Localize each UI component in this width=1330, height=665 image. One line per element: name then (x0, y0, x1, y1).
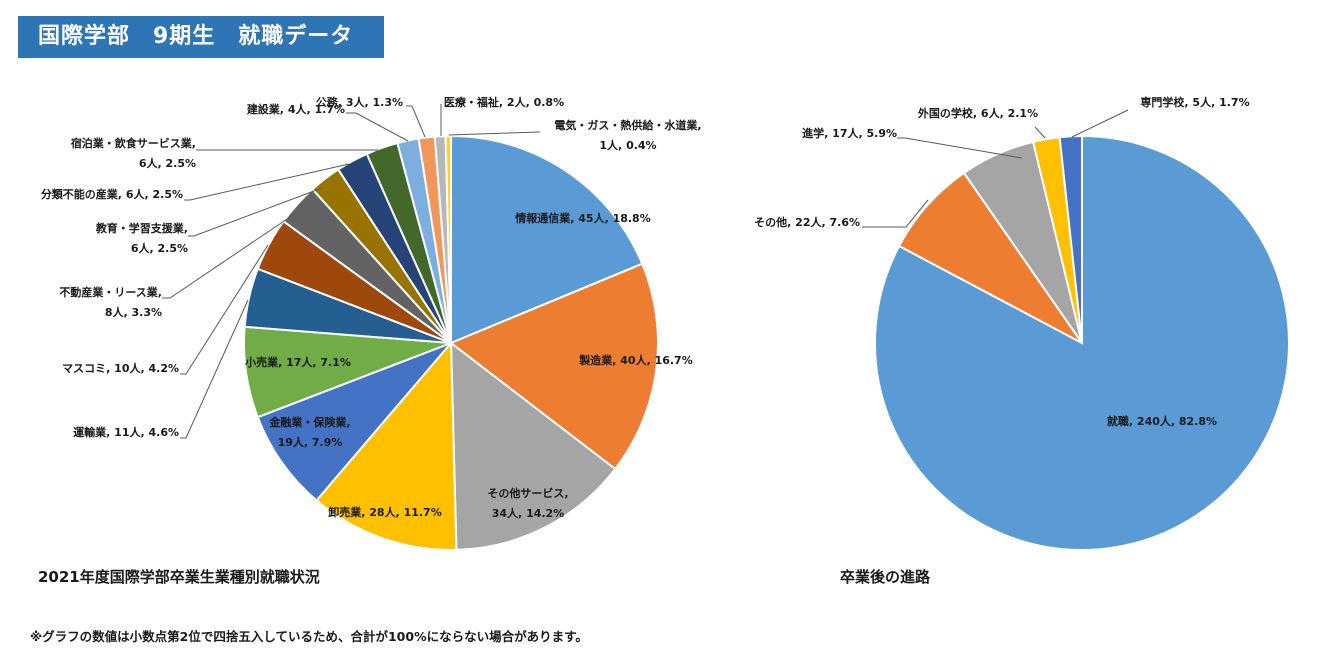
industry-label-7: マスコミ, 10人, 4.2% (62, 361, 179, 375)
career-pie: 就職, 240人, 82.8% その他, 22人, 7.6% 進学, 17人, 5.… (754, 95, 1290, 551)
career-leader-4 (1071, 109, 1129, 138)
industry-leader-13 (406, 105, 426, 138)
industry-label-3: 卸売業, 28人, 11.7% (328, 505, 442, 519)
career-label-3: 外国の学校, 6人, 2.1% (917, 106, 1038, 120)
industry-slice-15 (444, 134, 452, 344)
industry-label-14: 医療・福祉, 2人, 0.8% (444, 95, 564, 109)
industry-label-12: 建設業, 4人, 1.7% (247, 102, 345, 116)
industry-leader-8 (162, 212, 297, 299)
career-leader-2 (897, 137, 1023, 159)
career-label-2: 進学, 17人, 5.9% (802, 126, 897, 140)
industry-label-5: 小売業, 17人, 7.1% (244, 355, 351, 369)
industry-label-10: 分類不能の産業, 6人, 2.5% (41, 187, 183, 201)
industry-label-6: 運輸業, 11人, 4.6% (73, 425, 179, 439)
career-slice-4 (1058, 134, 1083, 344)
industry-slice-3 (315, 340, 458, 551)
career-leader-3 (1034, 126, 1046, 139)
industry-label-2: その他サービス, 34人, 14.2% (487, 486, 568, 520)
industry-leader-9 (188, 187, 323, 237)
industry-label-4: 金融業・保険業, 19人, 7.9% (268, 415, 350, 449)
career-label-4: 専門学校, 5人, 1.7% (1140, 95, 1249, 109)
industry-leader-15 (448, 131, 541, 136)
industry-leader-7 (180, 244, 269, 375)
industry-leader-12 (346, 112, 409, 142)
career-slice-1 (897, 171, 1083, 344)
footnote: ※グラフの数値は小数点第2位で四捨五入しているため、合計が100%にならない場合… (30, 629, 588, 644)
industry-slice-2 (449, 340, 617, 551)
industry-label-0: 情報通信業, 45人, 18.8% (515, 211, 651, 225)
industry-label-13: 公務, 3人, 1.3% (316, 95, 403, 109)
industry-slice-4 (256, 342, 452, 502)
industry-leader-6 (180, 299, 249, 439)
industry-leader-10 (184, 163, 350, 201)
industry-label-8: 不動産業・リース業, 8人, 3.3% (59, 285, 162, 319)
industry-slice-1 (449, 262, 659, 471)
career-leader-1 (862, 199, 929, 228)
industry-label-11: 宿泊業・飲食サービス業, 6人, 2.5% (71, 136, 196, 170)
left-chart-caption: 2021年度国際学部卒業生業種別就職状況 (38, 568, 320, 586)
page-title: 国際学部 9期生 就職データ (18, 16, 384, 58)
industry-label-9: 教育・学習支援業, 6人, 2.5% (95, 221, 188, 255)
right-chart-caption: 卒業後の進路 (840, 568, 931, 586)
career-label-1: その他, 22人, 7.6% (754, 215, 860, 229)
industry-pie: 情報通信業, 45人, 18.8% 製造業, 40人, 16.7% その他サービス,… (41, 95, 702, 551)
industry-label-15: 電気・ガス・熱供給・水道業, 1人, 0.4% (554, 118, 701, 152)
career-label-0: 就職, 240人, 82.8% (1107, 414, 1217, 428)
industry-slice-0 (450, 134, 644, 345)
industry-label-1: 製造業, 40人, 16.7% (578, 353, 693, 367)
